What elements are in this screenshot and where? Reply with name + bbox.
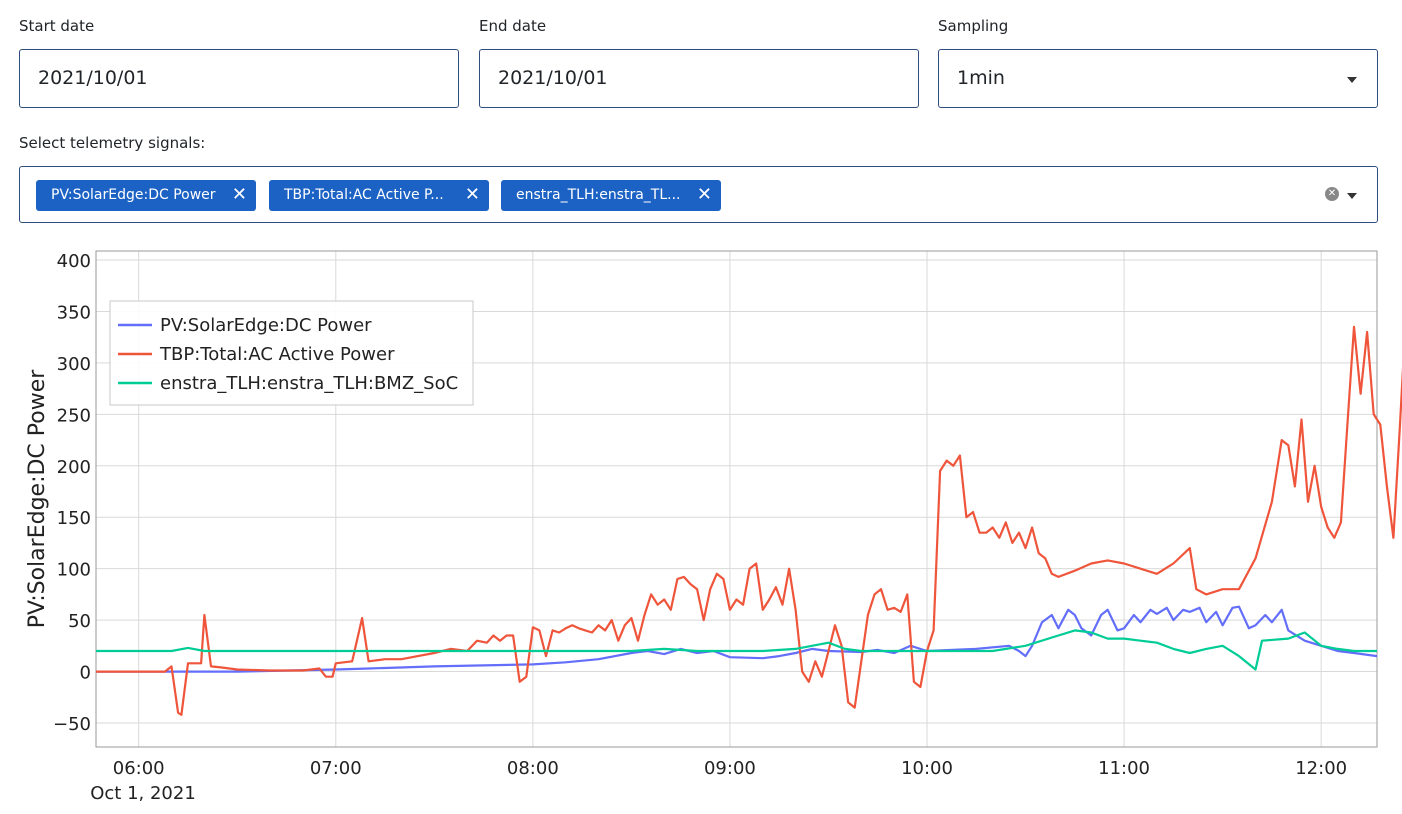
- clear-icon[interactable]: ✕: [1325, 187, 1339, 201]
- y-tick-label: 0: [80, 663, 91, 684]
- y-tick-label: 100: [57, 560, 91, 581]
- line-chart[interactable]: −50 0 50 100 150 200 250 300 350 400 06:00 07:00 08…: [0, 234, 1402, 814]
- start-date-input[interactable]: 2021/10/01: [19, 49, 459, 108]
- signal-chip-label: TBP:Total:AC Active P...: [284, 187, 444, 203]
- x-tick-label: 09:00: [704, 758, 756, 779]
- start-date-value: 2021/10/01: [38, 67, 148, 89]
- sampling-select[interactable]: 1min: [938, 49, 1378, 108]
- y-tick-label: 300: [57, 354, 91, 375]
- x-tick-label: 11:00: [1098, 758, 1150, 779]
- y-tick-label: 200: [57, 457, 91, 478]
- end-date-label: End date: [479, 17, 547, 35]
- close-icon[interactable]: ✕: [696, 184, 712, 205]
- chevron-down-icon[interactable]: [1347, 77, 1357, 83]
- x-axis-ticks: 06:00 07:00 08:00 09:00 10:00 11:00 12:00: [113, 758, 1347, 779]
- chevron-down-icon[interactable]: [1347, 193, 1357, 199]
- close-icon[interactable]: ✕: [231, 184, 247, 205]
- chart-lines: [96, 325, 1402, 716]
- end-date-value: 2021/10/01: [498, 67, 608, 89]
- x-tick-label: 06:00: [113, 758, 165, 779]
- chart-legend[interactable]: PV:SolarEdge:DC Power TBP:Total:AC Active…: [109, 300, 474, 406]
- signals-multiselect[interactable]: PV:SolarEdge:DC Power ✕ TBP:Total:AC Act…: [19, 166, 1378, 223]
- signal-chip[interactable]: enstra_TLH:enstra_TL... ✕: [501, 180, 721, 211]
- series-line: [96, 325, 1402, 716]
- close-icon[interactable]: ✕: [464, 184, 480, 205]
- series-line: [96, 629, 1377, 671]
- x-tick-label: 07:00: [310, 758, 362, 779]
- signal-chip[interactable]: PV:SolarEdge:DC Power ✕: [36, 180, 256, 211]
- y-tick-label: 350: [57, 302, 91, 323]
- series-line: [96, 605, 1378, 673]
- plot-area-border: [95, 250, 1378, 748]
- y-axis-ticks: −50 0 50 100 150 200 250 300 350 400: [53, 251, 91, 735]
- signal-chip[interactable]: TBP:Total:AC Active P... ✕: [269, 180, 489, 211]
- signal-chip-label: PV:SolarEdge:DC Power: [51, 187, 216, 203]
- end-date-input[interactable]: 2021/10/01: [479, 49, 919, 108]
- signal-chip-label: enstra_TLH:enstra_TL...: [516, 187, 681, 203]
- legend-entry: enstra_TLH:enstra_TLH:BMZ_SoC: [160, 373, 458, 394]
- y-tick-label: −50: [53, 714, 91, 735]
- legend-entry: PV:SolarEdge:DC Power: [160, 315, 372, 336]
- x-tick-label: 08:00: [507, 758, 559, 779]
- signals-label: Select telemetry signals:: [19, 134, 206, 152]
- y-tick-label: 150: [57, 508, 91, 529]
- y-tick-label: 250: [57, 405, 91, 426]
- start-date-label: Start date: [19, 17, 95, 35]
- legend-box: [109, 300, 474, 406]
- y-tick-label: 400: [57, 251, 91, 272]
- x-axis-date-label: Oct 1, 2021: [90, 783, 196, 804]
- y-axis-title: PV:SolarEdge:DC Power: [25, 369, 50, 629]
- y-tick-label: 50: [68, 611, 91, 632]
- x-tick-label: 12:00: [1295, 758, 1347, 779]
- sampling-label: Sampling: [938, 17, 1009, 35]
- x-tick-label: 10:00: [901, 758, 953, 779]
- legend-entry: TBP:Total:AC Active Power: [159, 344, 395, 365]
- sampling-value: 1min: [957, 67, 1005, 89]
